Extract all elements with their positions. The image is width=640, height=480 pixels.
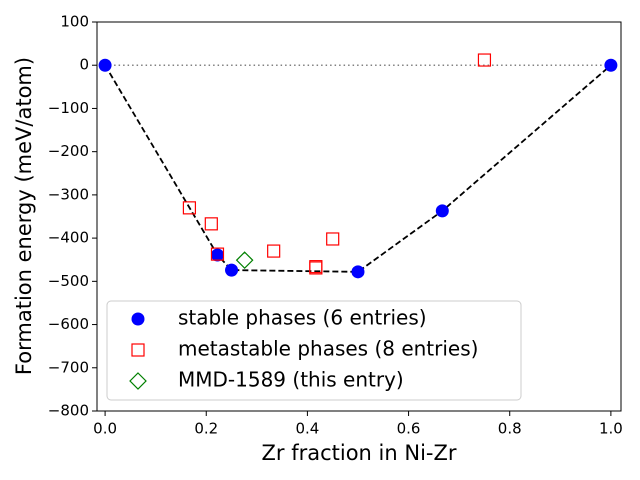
metastable-point [309, 260, 323, 274]
y-tick-label: −700 [48, 358, 89, 376]
entry-point [235, 251, 254, 270]
metastable-point [477, 53, 492, 67]
stable-point [435, 204, 449, 218]
metastable-point [182, 201, 197, 215]
x-tick-label: 0.4 [295, 420, 319, 438]
legend-box [106, 300, 522, 401]
x-axis-label: Zr fraction in Ni-Zr [262, 441, 457, 465]
stable-point [351, 265, 365, 279]
metastable-point [326, 232, 340, 246]
y-tick-label: 100 [60, 13, 89, 31]
legend-marker [131, 343, 145, 357]
metastable-point [210, 247, 225, 261]
legend-label: stable phases (6 entries) [178, 306, 427, 330]
legend-label: metastable phases (8 entries) [178, 337, 478, 361]
y-tick-label: 0 [79, 56, 89, 74]
hull-line [104, 64, 612, 273]
y-axis-label: Formation energy (meV/atom) [12, 57, 36, 375]
y-tick-label: −800 [48, 402, 89, 420]
y-tick-label: −400 [48, 229, 89, 247]
axes-frame [96, 21, 622, 412]
stable-point [604, 58, 618, 72]
y-tick-label: −500 [48, 272, 89, 290]
stable-point [225, 263, 239, 277]
y-tick-label: −200 [48, 142, 89, 160]
y-tick-label: −600 [48, 315, 89, 333]
legend-marker [131, 312, 145, 326]
y-tick-label: −100 [48, 99, 89, 117]
x-tick-label: 0.8 [498, 420, 522, 438]
legend-marker [129, 372, 147, 390]
x-tick-label: 1.0 [599, 420, 623, 438]
metastable-point [267, 244, 281, 258]
x-tick-label: 0.6 [397, 420, 421, 438]
stable-point [210, 248, 224, 262]
stable-point [98, 58, 112, 72]
legend-label: MMD-1589 (this entry) [178, 368, 404, 392]
metastable-point [204, 217, 218, 231]
x-tick-label: 0.2 [194, 420, 218, 438]
x-tick-label: 0.0 [93, 420, 117, 438]
legend: stable phases (6 entries) metastable phas… [106, 300, 522, 401]
y-tick-label: −300 [48, 185, 89, 203]
